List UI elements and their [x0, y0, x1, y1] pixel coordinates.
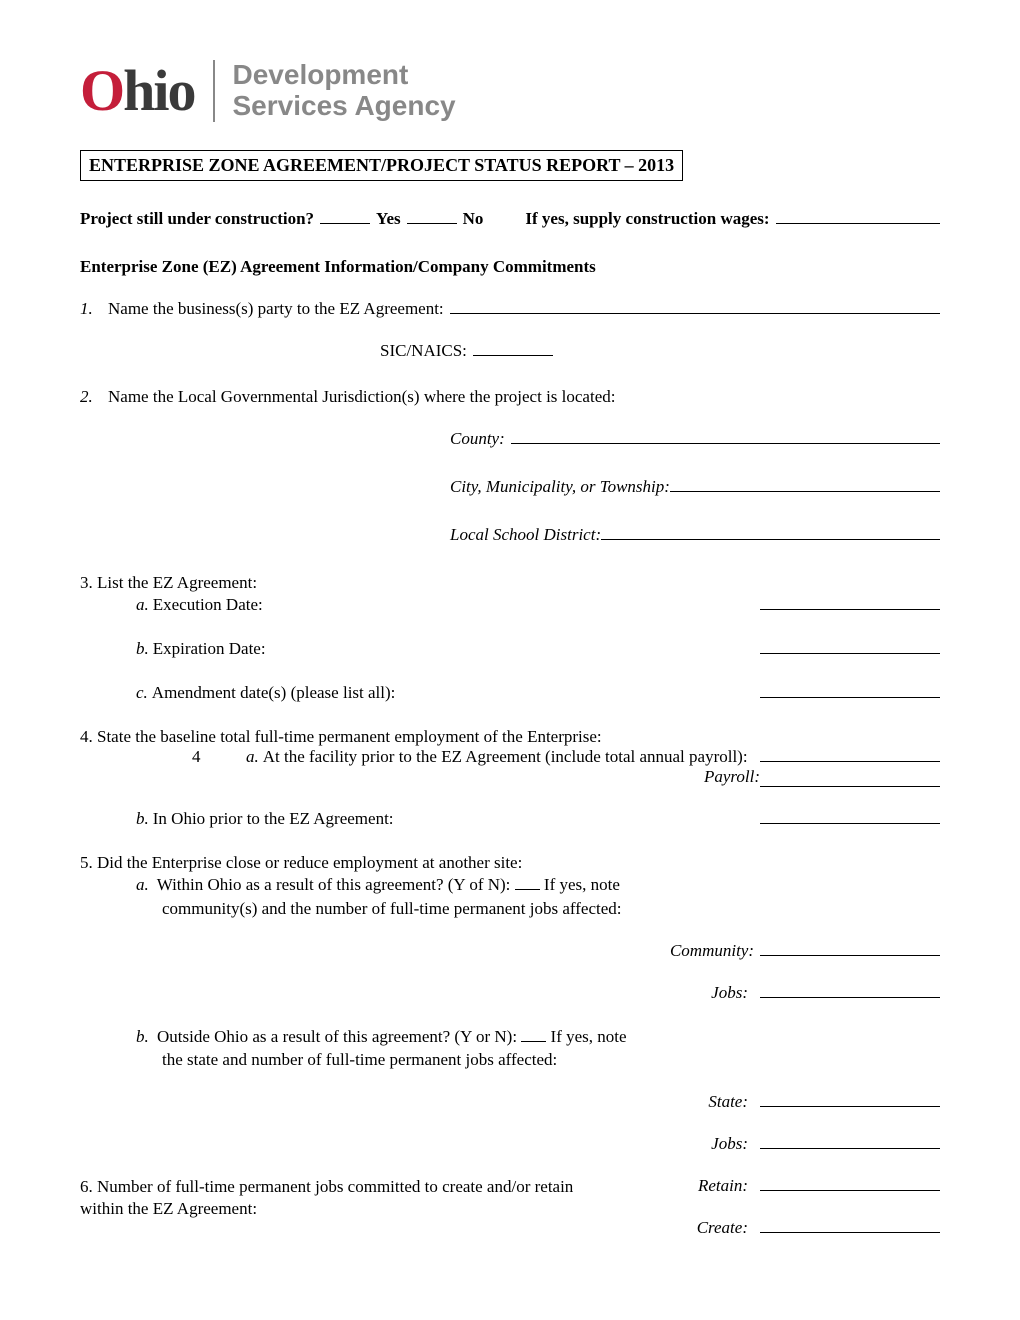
q3b-letter: b. [136, 639, 149, 659]
q5b-text3: the state and number of full-time perman… [162, 1050, 557, 1069]
logo: Ohio Development Services Agency [80, 60, 940, 122]
community-row: Community: [80, 941, 940, 961]
wages-label: If yes, supply construction wages: [525, 209, 769, 229]
blank-community[interactable] [760, 955, 940, 956]
q4a-letter: a. [246, 747, 259, 767]
blank-jobs-2[interactable] [760, 1148, 940, 1149]
q5a-line2: community(s) and the number of full-time… [80, 897, 940, 921]
blank-sic[interactable] [473, 355, 553, 356]
q5b-text2: If yes, note [551, 1027, 627, 1046]
dept-line-2: Services Agency [233, 91, 456, 122]
no-label: No [463, 209, 484, 229]
blank-q3c[interactable] [760, 697, 940, 698]
blank-city[interactable] [670, 491, 940, 492]
retain-label: Retain: [698, 1176, 748, 1196]
blank-county[interactable] [511, 443, 940, 444]
q5a-text2: If yes, note [544, 875, 620, 894]
blank-q3a[interactable] [760, 609, 940, 610]
q4b-letter: b. [136, 809, 149, 829]
sic-label: SIC/NAICS: [380, 341, 467, 361]
jobs-label-2: Jobs: [711, 1134, 748, 1154]
blank-state[interactable] [760, 1106, 940, 1107]
question-1: 1. Name the business(s) party to the EZ … [80, 299, 940, 319]
q5b-letter: b. [136, 1027, 149, 1046]
blank-q5a-yn[interactable] [515, 889, 540, 890]
blank-q4a[interactable] [760, 761, 940, 762]
q1-number: 1. [80, 299, 108, 319]
create-label: Create: [697, 1218, 748, 1238]
q2-text: Name the Local Governmental Jurisdiction… [108, 387, 615, 407]
blank-no[interactable] [407, 223, 457, 224]
q3b-text: Expiration Date: [153, 639, 266, 659]
logo-divider [213, 60, 215, 122]
q4a-row: 4 a. At the facility prior to the EZ Agr… [80, 747, 940, 767]
q4-four: 4 [136, 747, 246, 767]
q1-text: Name the business(s) party to the EZ Agr… [108, 299, 444, 319]
school-label: Local School District: [450, 525, 601, 545]
q3c-text: Amendment date(s) (please list all): [152, 683, 396, 703]
sic-row: SIC/NAICS: [80, 341, 940, 361]
city-row: City, Municipality, or Township: [80, 477, 940, 497]
q5b-line2: the state and number of full-time perman… [80, 1048, 940, 1072]
county-row: County: [80, 429, 940, 449]
yes-label: Yes [376, 209, 401, 229]
payroll-row: Payroll: [80, 767, 940, 787]
jobs-row-1: Jobs: [80, 983, 940, 1003]
blank-q3b[interactable] [760, 653, 940, 654]
title-box: ENTERPRISE ZONE AGREEMENT/PROJECT STATUS… [80, 150, 683, 181]
q3c-row: c. Amendment date(s) (please list all): [80, 683, 940, 703]
school-row: Local School District: [80, 525, 940, 545]
county-label: County: [450, 429, 505, 449]
state-row: State: [80, 1092, 940, 1112]
construction-label: Project still under construction? [80, 209, 314, 229]
community-label: Community: [670, 941, 754, 961]
blank-q4b[interactable] [760, 823, 940, 824]
question-6: 6. Number of full-time permanent jobs co… [80, 1176, 940, 1238]
q4b-row: b. In Ohio prior to the EZ Agreement: [80, 809, 940, 829]
q5a-line1: a. Within Ohio as a result of this agree… [80, 873, 940, 897]
logo-letter-o: O [80, 62, 123, 120]
state-label: State: [708, 1092, 748, 1112]
jobs-row-2: Jobs: [80, 1134, 940, 1154]
q3a-row: a. Execution Date: [80, 595, 940, 615]
create-row: Create: [620, 1218, 940, 1238]
blank-wages[interactable] [776, 223, 940, 224]
city-label: City, Municipality, or Township: [450, 477, 670, 497]
q5-heading: 5. Did the Enterprise close or reduce em… [80, 853, 940, 873]
q4a-text: At the facility prior to the EZ Agreemen… [263, 747, 748, 767]
dept-line-1: Development [233, 60, 456, 91]
blank-school[interactable] [601, 539, 940, 540]
blank-payroll[interactable] [760, 767, 940, 787]
q3a-text: Execution Date: [153, 595, 263, 615]
q3c-letter: c. [136, 683, 148, 703]
blank-q1[interactable] [450, 313, 940, 314]
q5a-letter: a. [136, 875, 149, 894]
q3a-letter: a. [136, 595, 149, 615]
q5b-line1: b. Outside Ohio as a result of this agre… [80, 1025, 940, 1049]
question-2: 2. Name the Local Governmental Jurisdict… [80, 387, 940, 407]
blank-retain[interactable] [760, 1190, 940, 1191]
q3-heading: 3. List the EZ Agreement: [80, 573, 940, 593]
blank-jobs-1[interactable] [760, 997, 940, 998]
blank-q5b-yn[interactable] [521, 1041, 546, 1042]
q4-heading: 4. State the baseline total full-time pe… [80, 727, 940, 747]
ohio-wordmark: Ohio [80, 62, 195, 120]
q5a-text3: community(s) and the number of full-time… [162, 899, 622, 918]
q5b-text1: Outside Ohio as a result of this agreeme… [157, 1027, 517, 1046]
section-heading: Enterprise Zone (EZ) Agreement Informati… [80, 257, 940, 277]
blank-yes[interactable] [320, 223, 370, 224]
construction-question: Project still under construction? Yes No… [80, 209, 940, 229]
jobs-label-1: Jobs: [711, 983, 748, 1003]
q6-text: 6. Number of full-time permanent jobs co… [80, 1176, 620, 1220]
q5a-text1: Within Ohio as a result of this agreemen… [157, 875, 511, 894]
logo-letters-hio: hio [123, 62, 194, 120]
q3b-row: b. Expiration Date: [80, 639, 940, 659]
page-title: ENTERPRISE ZONE AGREEMENT/PROJECT STATUS… [89, 155, 674, 175]
q2-number: 2. [80, 387, 108, 407]
q4b-text: In Ohio prior to the EZ Agreement: [153, 809, 394, 829]
blank-create[interactable] [760, 1232, 940, 1233]
payroll-label: Payroll: [704, 767, 760, 787]
logo-department: Development Services Agency [233, 60, 456, 122]
retain-row: Retain: [620, 1176, 940, 1196]
